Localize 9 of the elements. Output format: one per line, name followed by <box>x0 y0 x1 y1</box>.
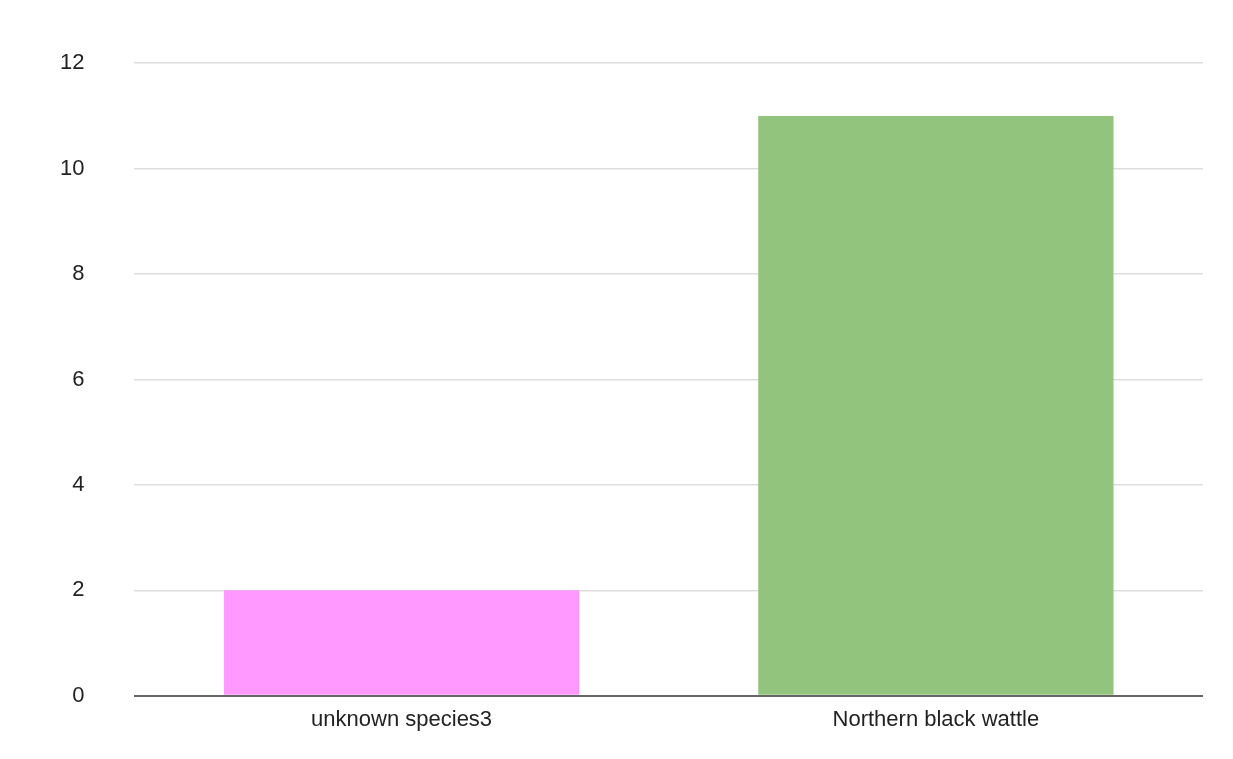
y-tick-label: 12 <box>59 49 85 75</box>
x-tick-label: unknown species3 <box>311 706 493 732</box>
y-tick-label: 8 <box>72 260 85 286</box>
y-tick-label: 0 <box>72 681 85 707</box>
y-tick-label: 2 <box>72 576 85 602</box>
y-tick-label: 6 <box>72 365 85 391</box>
y-tick-label: 10 <box>59 154 85 180</box>
x-tick-label: Northern black wattle <box>832 706 1040 732</box>
y-tick-label: 4 <box>72 471 85 496</box>
